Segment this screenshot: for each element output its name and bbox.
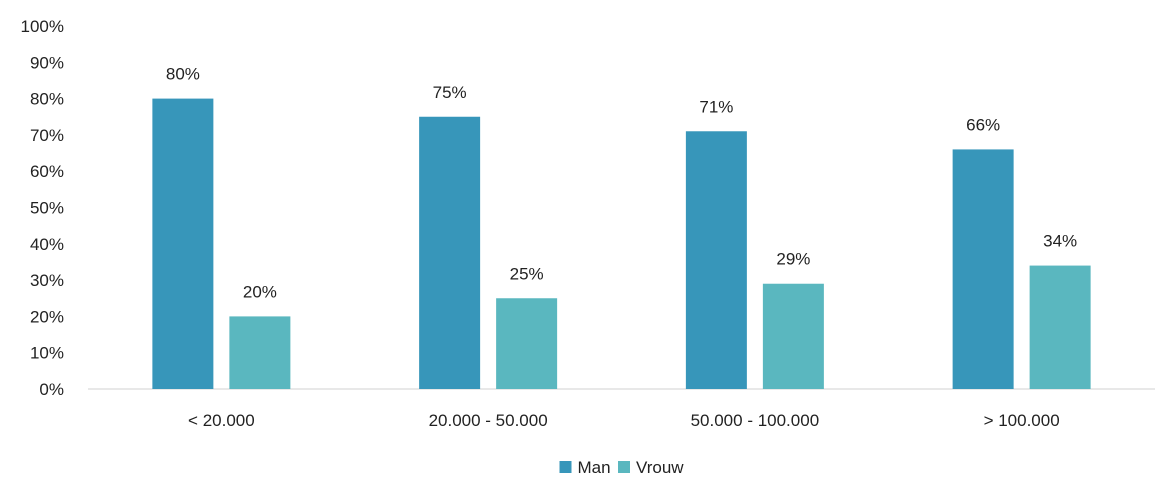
data-label: 80% bbox=[166, 65, 200, 84]
x-category-label: 50.000 - 100.000 bbox=[691, 411, 820, 430]
bar-vrouw bbox=[229, 316, 291, 389]
y-tick-label: 70% bbox=[30, 126, 64, 145]
data-label: 66% bbox=[966, 115, 1000, 134]
data-label: 20% bbox=[243, 282, 277, 301]
data-label: 71% bbox=[699, 97, 733, 116]
y-tick-label: 90% bbox=[30, 53, 64, 72]
y-tick-label: 100% bbox=[21, 17, 64, 36]
legend-swatch-man bbox=[559, 461, 572, 473]
y-tick-label: 40% bbox=[30, 235, 64, 254]
y-axis-ticks: 0% 10% 20% 30% 40% 50% 60% 70% 80% 90% 100% bbox=[21, 17, 64, 399]
legend-label: Vrouw bbox=[636, 458, 684, 477]
bar-man bbox=[685, 131, 747, 389]
bar-vrouw bbox=[1029, 265, 1091, 389]
bars bbox=[152, 98, 1091, 389]
bar-man bbox=[419, 116, 481, 389]
data-label: 75% bbox=[433, 83, 467, 102]
bar-man bbox=[952, 149, 1014, 389]
x-category-label: > 100.000 bbox=[984, 411, 1060, 430]
y-tick-label: 50% bbox=[30, 199, 64, 218]
data-label: 29% bbox=[776, 250, 810, 269]
data-label: 34% bbox=[1043, 232, 1077, 251]
legend-label: Man bbox=[578, 458, 611, 477]
y-tick-label: 30% bbox=[30, 271, 64, 290]
x-category-label: 20.000 - 50.000 bbox=[429, 411, 548, 430]
legend: Man Vrouw bbox=[559, 458, 684, 477]
y-tick-label: 20% bbox=[30, 307, 64, 326]
data-labels: 80% 20% 75% 25% 71% 29% 66% 34% bbox=[166, 65, 1077, 302]
y-tick-label: 0% bbox=[39, 380, 64, 399]
x-category-label: < 20.000 bbox=[188, 411, 255, 430]
y-tick-label: 10% bbox=[30, 344, 64, 363]
legend-swatch-vrouw bbox=[618, 461, 630, 473]
y-tick-label: 60% bbox=[30, 162, 64, 181]
bar-vrouw bbox=[496, 298, 558, 389]
category-labels: < 20.000 20.000 - 50.000 50.000 - 100.000 >… bbox=[188, 411, 1060, 430]
bar-man bbox=[152, 98, 214, 389]
y-tick-label: 80% bbox=[30, 90, 64, 109]
data-label: 25% bbox=[510, 264, 544, 283]
bar-vrouw bbox=[762, 283, 824, 389]
